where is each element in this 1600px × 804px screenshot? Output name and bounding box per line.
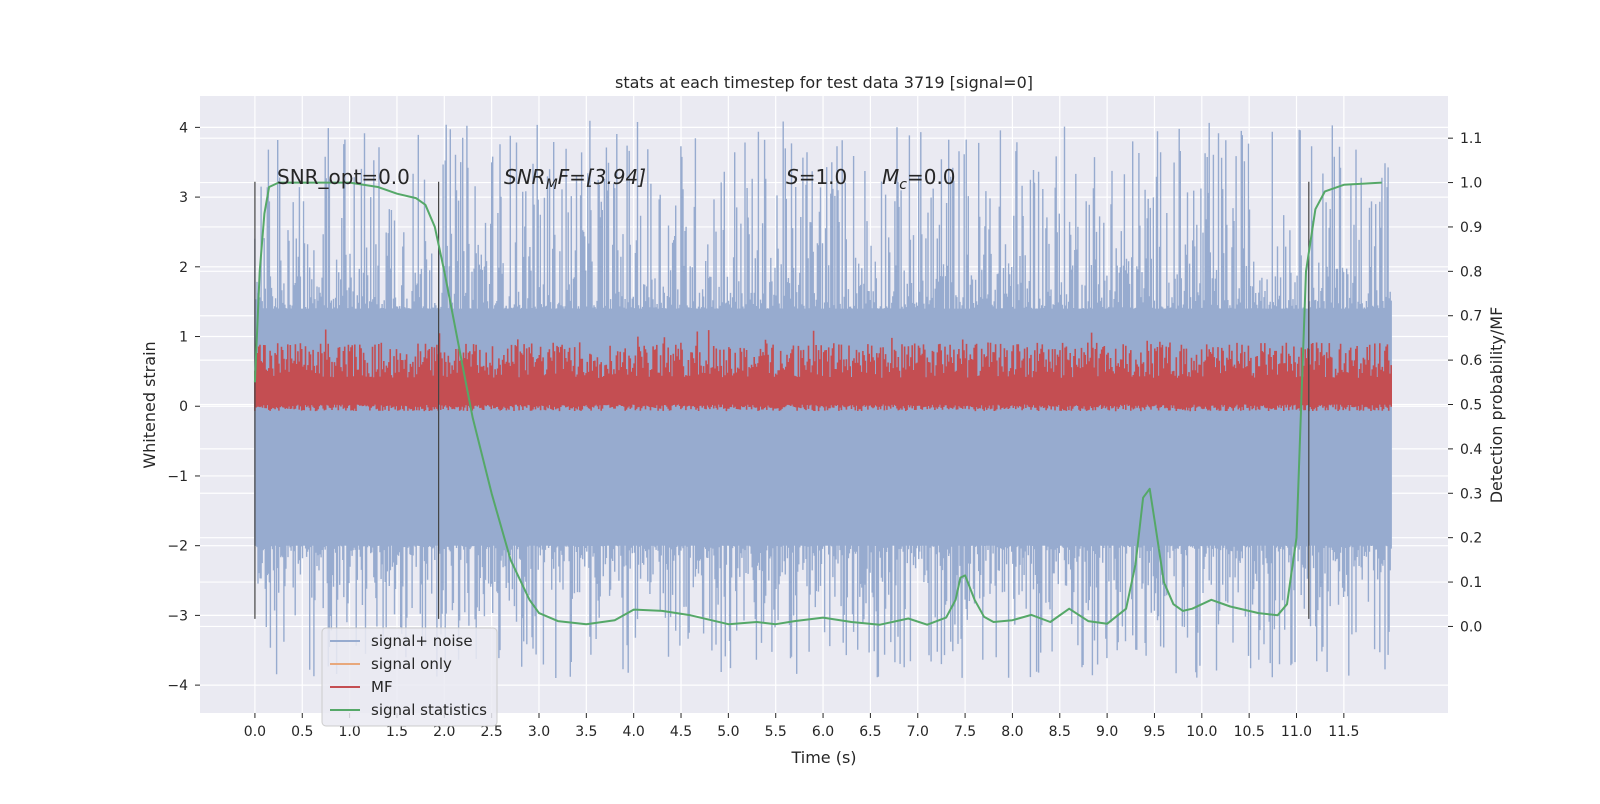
y-right-tick-label: 0.9 [1460,220,1482,236]
x-tick-label: 9.0 [1096,724,1118,740]
x-tick-label: 7.5 [954,724,976,740]
annotations: SNR_opt=0.0 SNRMF=[3.94] S=1.0 Mc=0.0 [277,165,956,193]
y-ticks-left: 4 3 2 1 0 −1 −2 −3 −4 [167,120,200,694]
y-right-tick-label: 0.1 [1460,575,1482,591]
series-signal-statistics [253,181,1382,626]
x-tick-label: 0.5 [291,724,313,740]
x-tick-label: 5.5 [765,724,787,740]
y-right-tick-label: 0.8 [1460,264,1482,280]
legend-label-signal-only: signal only [371,655,452,673]
annotation-snr-mf-main: SNR [504,165,546,189]
x-tick-label: 3.5 [575,724,597,740]
x-tick-label: 7.0 [907,724,929,740]
y-tick-label: 3 [179,190,188,206]
x-tick-label: 1.5 [386,724,408,740]
y-right-tick-label: 0.6 [1460,353,1482,369]
y-axis-label-right: Detection probability/MF [1487,307,1506,504]
annotation-mc-value: =0.0 [907,165,956,189]
annotation-s: S=1.0 [786,165,847,189]
y-right-tick-label: 1.1 [1460,131,1482,147]
y-right-tick-label: 0.4 [1460,442,1482,458]
annotation-mc-sub: c [899,177,907,193]
y-tick-label: −2 [167,539,188,555]
y-tick-label: −3 [167,608,188,624]
x-tick-label: 1.0 [338,724,360,740]
x-tick-label: 4.0 [623,724,645,740]
legend-label-stats: signal statistics [371,701,487,719]
y-right-tick-label: 0.2 [1460,531,1482,547]
x-tick-label: 2.5 [481,724,503,740]
y-tick-label: −4 [167,678,188,694]
x-tick-label: 2.0 [433,724,455,740]
annotation-snr-opt: SNR_opt=0.0 [277,165,410,189]
y-tick-label: −1 [167,469,188,485]
annotation-snr-mf: SNRMF=[3.94] [504,165,646,193]
x-tick-label: 3.0 [528,724,550,740]
annotation-snr-mf-sub: M [546,177,558,193]
legend-box [321,627,498,727]
legend: signal+ noise signal only MF signal stat… [321,627,498,727]
annotation-s-value: =1.0 [799,165,848,189]
x-tick-label: 10.5 [1234,724,1265,740]
x-tick-label: 6.5 [859,724,881,740]
y-tick-label: 0 [179,399,188,415]
x-tick-label: 6.0 [812,724,834,740]
x-tick-label: 8.0 [1001,724,1023,740]
y-axis-label: Whitened strain [140,341,159,468]
x-tick-label: 11.0 [1281,724,1312,740]
y-right-tick-label: 0.5 [1460,398,1482,414]
y-tick-label: 1 [179,330,188,346]
chart-title: stats at each timestep for test data 371… [615,73,1033,92]
x-tick-label: 9.5 [1143,724,1165,740]
y-ticks-right: 1.1 1.0 0.9 0.8 0.7 0.6 0.5 0.4 0.3 0.2 0.1 0.0 [1448,131,1482,635]
x-tick-label: 11.5 [1328,724,1359,740]
annotation-snr-mf-rest: F=[3.94] [558,165,646,189]
annotation-s-symbol: S [786,165,799,189]
x-tick-label: 8.5 [1049,724,1071,740]
legend-label-noise: signal+ noise [371,632,473,650]
x-tick-label: 10.0 [1186,724,1217,740]
y-tick-label: 2 [179,260,188,276]
annotation-mc: Mc=0.0 [882,165,956,193]
x-axis-label: Time (s) [790,748,856,767]
x-tick-label: 4.5 [670,724,692,740]
legend-label-mf: MF [371,678,393,696]
y-right-tick-label: 0.7 [1460,309,1482,325]
y-right-tick-label: 0.0 [1460,619,1482,635]
x-tick-label: 0.0 [244,724,266,740]
y-right-tick-label: 1.0 [1460,176,1482,192]
annotation-mc-symbol: M [882,165,899,189]
y-tick-label: 4 [179,120,188,136]
stats-series [253,181,1382,626]
y-right-tick-label: 0.3 [1460,486,1482,502]
x-ticks: 0.0 0.5 1.0 1.5 2.0 2.5 3.0 3.5 4.0 4.5 5.0 5.5 6.0 6… [244,713,1359,740]
x-tick-label: 5.0 [717,724,739,740]
